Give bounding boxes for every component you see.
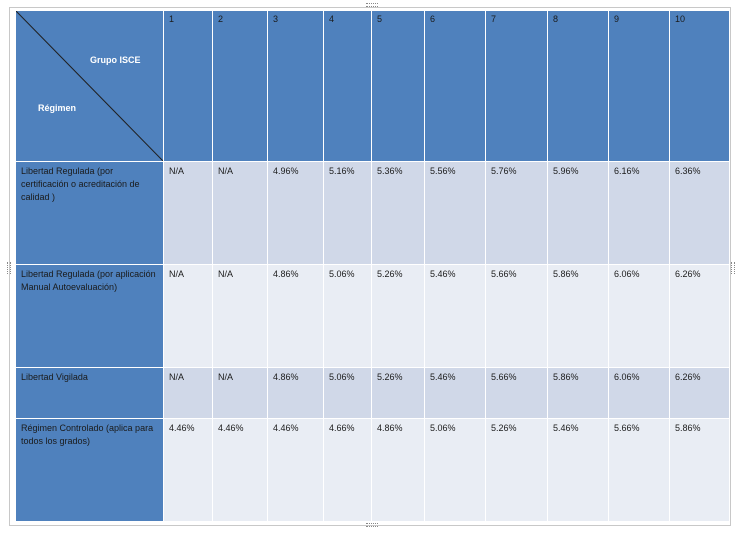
table-cell: N/A xyxy=(212,367,268,419)
column-header: 9 xyxy=(608,10,670,162)
table-cell: 5.46% xyxy=(424,264,486,368)
table-cell: 5.26% xyxy=(371,264,425,368)
column-header: 3 xyxy=(267,10,324,162)
resize-handle-bottom[interactable] xyxy=(366,523,378,527)
table-cell: 4.86% xyxy=(267,367,324,419)
row-header: Libertad Vigilada xyxy=(15,367,164,419)
table-cell: 5.46% xyxy=(424,367,486,419)
table-cell: N/A xyxy=(163,161,213,265)
header-row: Grupo ISCE Régimen 1 2 3 4 5 6 7 8 9 10 xyxy=(15,10,730,162)
resize-handle-right[interactable] xyxy=(731,262,735,274)
table-cell: 5.26% xyxy=(485,418,548,522)
table-cell: 6.26% xyxy=(669,367,730,419)
table-cell: 4.86% xyxy=(267,264,324,368)
table-cell: 5.06% xyxy=(323,367,372,419)
table-row: Régimen Controlado (aplica para todos lo… xyxy=(15,418,730,522)
column-header: 4 xyxy=(323,10,372,162)
row-group-label: Régimen xyxy=(38,103,77,113)
table-cell: 4.46% xyxy=(212,418,268,522)
table-cell: 5.86% xyxy=(547,264,609,368)
table-cell: 4.46% xyxy=(163,418,213,522)
table-cell: 5.66% xyxy=(608,418,670,522)
table-cell: 5.86% xyxy=(669,418,730,522)
table-cell: 6.06% xyxy=(608,367,670,419)
table-cell: 6.06% xyxy=(608,264,670,368)
table-cell: 6.36% xyxy=(669,161,730,265)
row-header: Régimen Controlado (aplica para todos lo… xyxy=(15,418,164,522)
table-cell: N/A xyxy=(163,264,213,368)
column-header: 8 xyxy=(547,10,609,162)
column-header: 5 xyxy=(371,10,425,162)
table-cell: N/A xyxy=(212,161,268,265)
table-cell: 5.06% xyxy=(323,264,372,368)
table-cell: 4.46% xyxy=(267,418,324,522)
column-group-label: Grupo ISCE xyxy=(90,55,141,65)
resize-handle-left[interactable] xyxy=(7,262,11,274)
table-cell: N/A xyxy=(212,264,268,368)
table-cell: 5.66% xyxy=(485,264,548,368)
column-header: 7 xyxy=(485,10,548,162)
table-row: Libertad Vigilada N/A N/A 4.86% 5.06% 5.… xyxy=(15,367,730,419)
table-cell: 5.56% xyxy=(424,161,486,265)
table-cell: 4.86% xyxy=(371,418,425,522)
rate-table: Grupo ISCE Régimen 1 2 3 4 5 6 7 8 9 10 … xyxy=(15,10,730,522)
table-cell: 6.16% xyxy=(608,161,670,265)
table-cell: 4.96% xyxy=(267,161,324,265)
row-header: Libertad Regulada (por aplicación Manual… xyxy=(15,264,164,368)
diagonal-divider-line xyxy=(16,11,163,161)
table-row: Libertad Regulada (por aplicación Manual… xyxy=(15,264,730,368)
resize-handle-top[interactable] xyxy=(366,3,378,7)
table-cell: 6.26% xyxy=(669,264,730,368)
table-cell: N/A xyxy=(163,367,213,419)
table-cell: 5.86% xyxy=(547,367,609,419)
table-cell: 5.26% xyxy=(371,367,425,419)
table-cell: 5.36% xyxy=(371,161,425,265)
table-row: Libertad Regulada (por certificación o a… xyxy=(15,161,730,265)
table-cell: 5.76% xyxy=(485,161,548,265)
column-header: 10 xyxy=(669,10,730,162)
table-cell: 5.46% xyxy=(547,418,609,522)
row-header: Libertad Regulada (por certificación o a… xyxy=(15,161,164,265)
column-header: 1 xyxy=(163,10,213,162)
column-header: 2 xyxy=(212,10,268,162)
table-cell: 5.66% xyxy=(485,367,548,419)
table-cell: 5.96% xyxy=(547,161,609,265)
table-cell: 5.16% xyxy=(323,161,372,265)
corner-cell: Grupo ISCE Régimen xyxy=(15,10,164,162)
table-cell: 5.06% xyxy=(424,418,486,522)
table-cell: 4.66% xyxy=(323,418,372,522)
column-header: 6 xyxy=(424,10,486,162)
